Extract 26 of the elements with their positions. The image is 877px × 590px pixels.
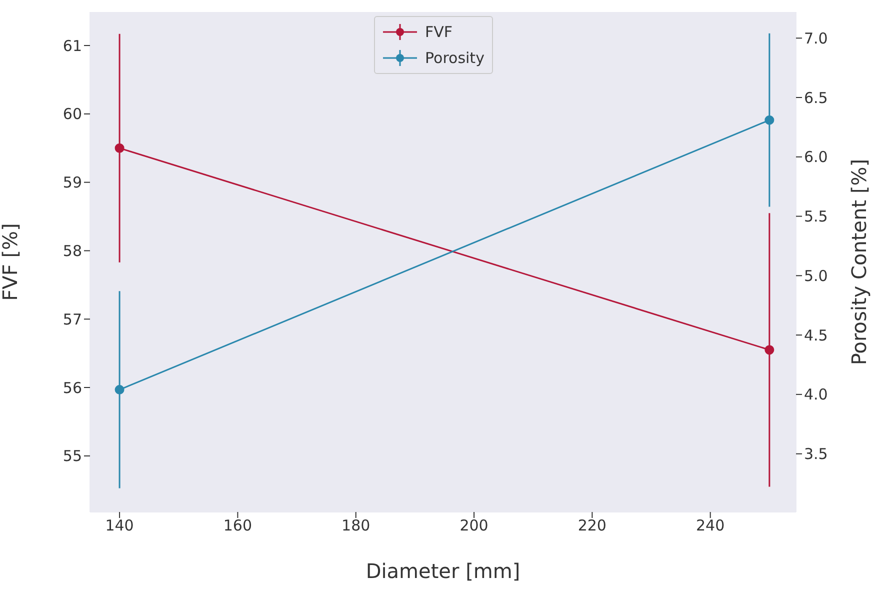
y2-tick-label: 4.0 (804, 386, 828, 404)
y2-tick-label: 6.5 (804, 88, 828, 107)
legend-label: FVF (425, 23, 453, 41)
x-tick-label: 220 (578, 516, 606, 535)
y2-tick-label: 4.5 (804, 326, 828, 344)
y2-tick-label: 7.0 (804, 29, 828, 48)
x-tick-label: 160 (223, 516, 252, 535)
y2-tick-label: 5.5 (804, 208, 828, 226)
y2-tick-label: 5.0 (804, 266, 828, 285)
x-axis-title: Diameter [mm] (366, 559, 520, 583)
x-tick-label: 200 (460, 516, 488, 535)
y-tick-label: 61 (62, 36, 82, 55)
x-tick-label: 140 (105, 516, 134, 535)
y2-tick-label: 6.0 (804, 148, 828, 166)
legend-label: Porosity (425, 49, 484, 67)
y-tick-label: 59 (62, 174, 82, 192)
x-tick-label: 240 (696, 516, 725, 535)
x-tick-label: 180 (342, 516, 370, 535)
y-tick-label: 57 (62, 310, 82, 328)
y-tick-label: 60 (62, 105, 82, 124)
y2-axis-title: Porosity Content [%] (847, 158, 872, 366)
y-tick-label: 55 (62, 447, 82, 466)
y-tick-label: 58 (62, 242, 82, 260)
y-axis-title: FVF [%] (0, 223, 22, 301)
y2-tick-label: 3.5 (804, 445, 828, 464)
y-tick-label: 56 (62, 378, 82, 397)
